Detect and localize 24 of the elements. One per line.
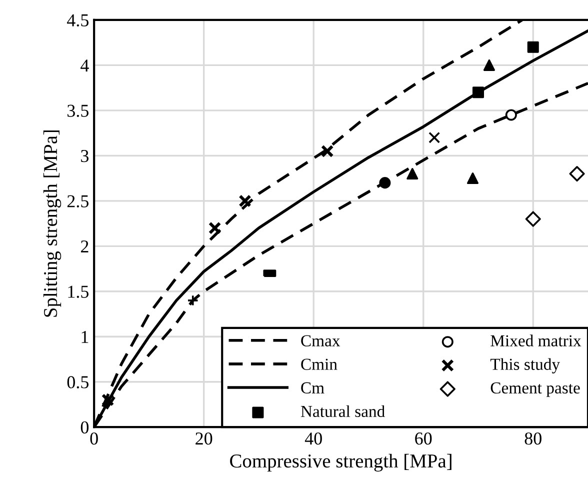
y-tick-label: 4 xyxy=(80,60,89,72)
y-tick-label: 0.5 xyxy=(67,376,89,388)
y-tick-label: 2.5 xyxy=(67,195,89,208)
x-tick-label: 40 xyxy=(304,432,322,445)
legend-label: This study xyxy=(490,358,560,374)
legend-label: Natural sand xyxy=(300,405,385,418)
x-tick-label: 80 xyxy=(524,432,542,445)
legend-label: Cement paste xyxy=(490,382,580,397)
legend-label: Cm xyxy=(301,382,324,394)
y-tick-label: 1.5 xyxy=(68,286,89,298)
legend-label: Cmax xyxy=(301,335,340,346)
y-tick-label: 0 xyxy=(80,421,89,434)
y-tick-label: 4.5 xyxy=(67,14,89,26)
x-tick-label: 20 xyxy=(196,432,212,445)
legend-label: Cmin xyxy=(301,358,338,370)
x-tick-label: 60 xyxy=(415,432,432,445)
y-tick-label: 3 xyxy=(81,150,89,162)
y-tick-label: 3.5 xyxy=(68,104,89,117)
legend-label: Mixed matrix xyxy=(490,334,582,346)
y-tick-label: 1 xyxy=(82,330,88,343)
x-tick-label: 0 xyxy=(90,432,98,445)
y-axis-title: Splitting strength [MPa] xyxy=(43,130,62,317)
y-tick-label: 2 xyxy=(80,240,88,252)
x-axis-title: Compressive strength [MPa] xyxy=(230,454,452,472)
